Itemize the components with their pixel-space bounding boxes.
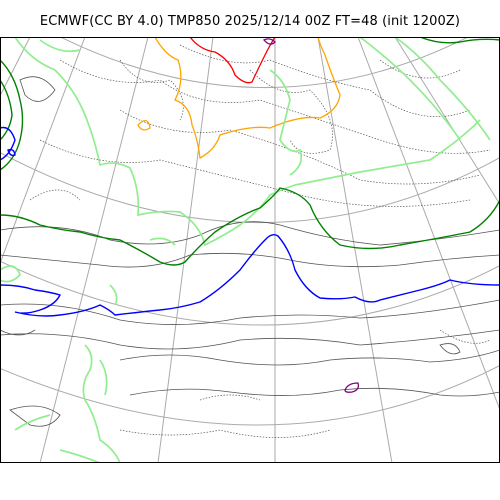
contour-line <box>344 382 360 393</box>
contour-line <box>14 37 481 247</box>
contour-line <box>0 265 21 283</box>
contour-line <box>262 38 276 45</box>
contour-line <box>0 187 500 266</box>
parallel-line <box>0 151 500 224</box>
gray-contours <box>0 76 500 427</box>
contour-line <box>7 148 16 157</box>
contour-line <box>39 39 81 53</box>
contour-line <box>59 449 101 463</box>
contour-line <box>0 126 16 161</box>
contour-line <box>14 414 51 431</box>
contour-line <box>119 429 331 438</box>
contour-line <box>82 344 121 463</box>
isotherm-green <box>0 37 500 266</box>
contour-line <box>439 329 491 344</box>
meridian-line <box>357 37 500 411</box>
meridian-line <box>317 37 393 463</box>
contour-line <box>199 394 261 401</box>
dotted-contours <box>29 44 491 438</box>
contour-line <box>154 37 341 160</box>
contour-line <box>19 76 56 102</box>
isotherm-purple <box>262 38 360 393</box>
contour-line <box>189 37 276 84</box>
parallel-line <box>0 260 500 326</box>
contour-line <box>9 405 61 427</box>
isotherm-blue <box>0 126 500 317</box>
contour-line <box>119 109 481 185</box>
contour-line <box>439 343 461 355</box>
contour-line <box>39 139 471 207</box>
contour-line <box>149 237 176 246</box>
contour-line <box>0 329 36 336</box>
contour-line <box>137 120 151 131</box>
parallel-line <box>0 430 500 500</box>
contour-line <box>179 44 471 117</box>
contour-line <box>129 387 500 397</box>
contour-line <box>0 329 500 350</box>
parallel-line <box>0 364 500 426</box>
contour-line <box>119 59 184 121</box>
parallel-line <box>59 37 469 88</box>
meridian-line <box>157 37 214 463</box>
contour-line <box>269 69 303 176</box>
contour-line <box>0 233 500 317</box>
isotherm-red <box>189 37 276 84</box>
meridian-line <box>39 37 149 463</box>
contour-line <box>119 349 500 366</box>
contour-line <box>99 359 108 396</box>
contour-line <box>359 37 461 141</box>
meridian-line <box>394 37 500 206</box>
contour-line <box>419 37 500 44</box>
map-title: ECMWF(CC BY 4.0) TMP850 2025/12/14 00Z F… <box>39 14 461 29</box>
contour-line <box>29 189 81 201</box>
meridian-line <box>0 37 86 265</box>
contour-line <box>59 59 491 154</box>
contour-line <box>249 69 333 154</box>
isotherm-orange <box>137 37 341 160</box>
contour-line <box>109 284 118 306</box>
contour-line <box>0 252 500 268</box>
contour-line <box>379 59 461 79</box>
contour-line <box>0 79 13 141</box>
contour-line <box>394 37 491 141</box>
contour-line <box>0 221 500 246</box>
isotherm-lightgreen <box>0 37 491 463</box>
contour-line <box>0 59 24 171</box>
contour-line <box>0 299 500 325</box>
